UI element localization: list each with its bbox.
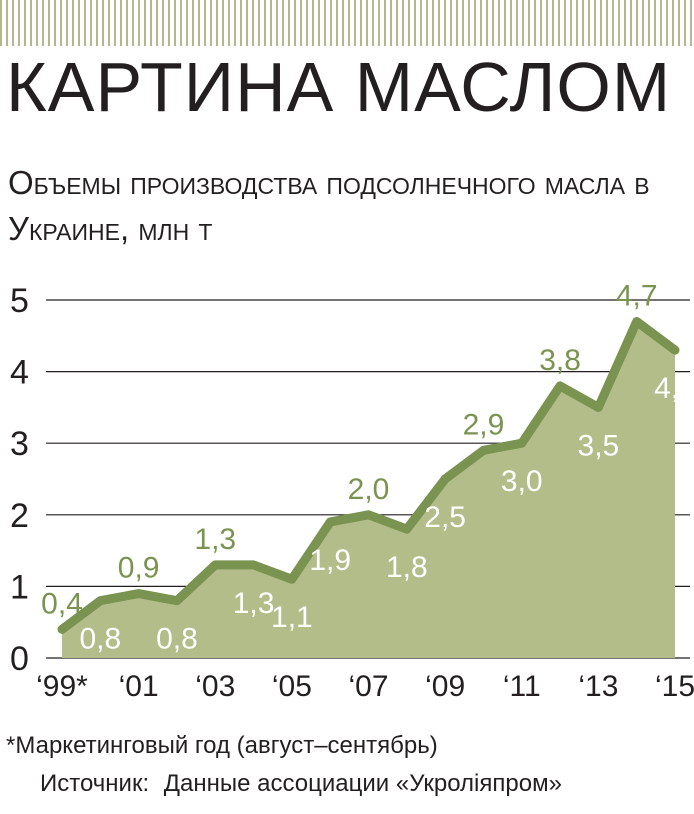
y-tick-label: 5 <box>10 282 29 320</box>
data-label: 2,5 <box>424 501 466 534</box>
data-label: 1,8 <box>386 551 428 584</box>
data-label: 3,8 <box>539 344 581 377</box>
x-tick-label: ‘99* <box>36 670 88 700</box>
chart-subtitle: Объемы производства подсолнечного масла … <box>8 164 650 247</box>
data-label: 3,0 <box>501 465 543 498</box>
source-label: Источник: <box>40 770 150 797</box>
source-note: Источник: Данные ассоциации «Укроліяпром… <box>40 770 570 798</box>
data-label: 0,4 <box>41 587 83 620</box>
x-tick-label: ‘07 <box>348 670 388 700</box>
y-tick-label: 3 <box>10 425 29 463</box>
page-title: КАРТИНА МАСЛОМ <box>6 48 672 126</box>
series-line <box>57 316 680 634</box>
decorative-stripe <box>0 0 694 46</box>
area-fill <box>62 321 675 658</box>
y-tick-label: 1 <box>10 568 29 606</box>
y-tick-label: 2 <box>10 497 29 535</box>
footnote: *Маркетинговый год (август–сентябрь) <box>6 732 438 759</box>
x-tick-label: ‘13 <box>578 670 618 700</box>
y-tick-label: 4 <box>10 354 29 392</box>
data-label: 1,9 <box>309 544 351 577</box>
data-label: 0,8 <box>156 623 198 656</box>
data-label: 4,3 <box>654 372 694 405</box>
x-tick-label: ‘05 <box>272 670 312 700</box>
area-chart: 0,40,80,90,81,31,31,11,92,01,82,52,93,03… <box>10 280 694 700</box>
x-tick-label: ‘15 <box>655 670 694 700</box>
data-label: 1,3 <box>233 587 275 620</box>
data-label: 2,9 <box>463 408 505 441</box>
data-label: 0,8 <box>79 623 121 656</box>
data-label: 1,1 <box>271 601 313 634</box>
x-tick-label: ‘03 <box>195 670 235 700</box>
data-label: 4,7 <box>616 280 658 312</box>
source-text: Данные ассоциации «Укроліяпром» <box>163 770 562 797</box>
x-tick-label: ‘11 <box>503 670 541 700</box>
y-tick-label: 0 <box>10 640 29 678</box>
x-tick-label: ‘01 <box>119 670 159 700</box>
data-label: 3,5 <box>578 429 620 462</box>
data-label: 0,9 <box>118 552 160 585</box>
data-label: 2,0 <box>348 473 390 506</box>
x-tick-label: ‘09 <box>425 670 465 700</box>
data-label: 1,3 <box>194 523 236 556</box>
